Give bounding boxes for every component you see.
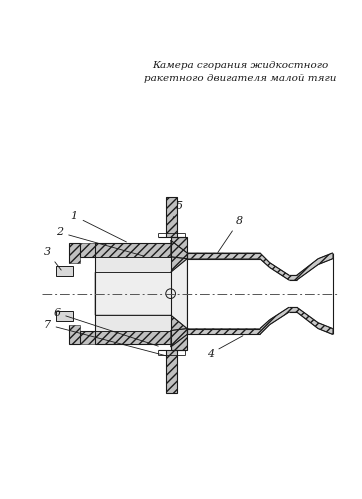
Text: 1: 1: [71, 211, 126, 242]
Polygon shape: [69, 325, 95, 344]
Polygon shape: [166, 350, 177, 393]
Polygon shape: [95, 330, 171, 344]
Text: 2: 2: [56, 228, 144, 256]
Polygon shape: [171, 238, 187, 350]
Text: Камера сгорания жидкостного
ракетного двигателя малой тяги: Камера сгорания жидкостного ракетного дв…: [144, 61, 337, 83]
Polygon shape: [187, 253, 333, 280]
Text: 3: 3: [43, 247, 61, 270]
Polygon shape: [171, 328, 187, 347]
Text: 7: 7: [43, 320, 167, 356]
Polygon shape: [95, 257, 171, 330]
Polygon shape: [56, 266, 73, 276]
Polygon shape: [171, 241, 187, 258]
Text: 8: 8: [218, 216, 243, 252]
Polygon shape: [95, 243, 171, 257]
Text: 4: 4: [207, 336, 243, 359]
Text: 6: 6: [53, 308, 158, 346]
Polygon shape: [187, 307, 333, 334]
Polygon shape: [69, 243, 95, 262]
Polygon shape: [166, 197, 177, 238]
Text: 5: 5: [173, 201, 182, 219]
Polygon shape: [95, 272, 171, 315]
Polygon shape: [95, 258, 187, 328]
Polygon shape: [56, 311, 73, 321]
